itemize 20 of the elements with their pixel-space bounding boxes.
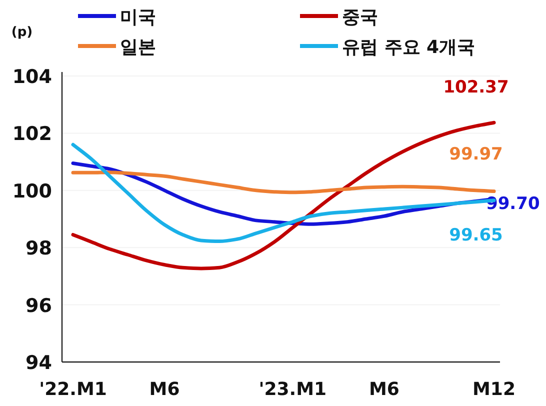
data-label: 102.37 xyxy=(443,78,509,98)
x-tick-label: '22.M1 xyxy=(39,379,107,400)
y-tick-label: 98 xyxy=(26,238,52,260)
x-tick-label: M6 xyxy=(368,379,400,400)
data-label: 99.65 xyxy=(449,225,503,246)
legend-label: 일본 xyxy=(120,37,156,58)
y-tick-label: 104 xyxy=(12,66,52,88)
x-tick-label: M12 xyxy=(472,379,516,400)
y-tick-label: 94 xyxy=(26,352,52,374)
y-tick-label: 102 xyxy=(12,123,52,146)
x-tick-label: '23.M1 xyxy=(258,379,327,400)
y-tick-label: 96 xyxy=(26,294,52,317)
legend-label: 유럽 주요 4개국 xyxy=(342,37,476,58)
x-tick-label: M6 xyxy=(149,379,180,400)
data-label: 99.97 xyxy=(449,144,503,164)
legend-label: 중국 xyxy=(342,7,378,28)
line-series xyxy=(71,170,496,194)
legend-label: 미국 xyxy=(120,7,156,28)
y-axis-title: (p) xyxy=(11,25,33,40)
y-tick-label: 100 xyxy=(12,180,52,202)
